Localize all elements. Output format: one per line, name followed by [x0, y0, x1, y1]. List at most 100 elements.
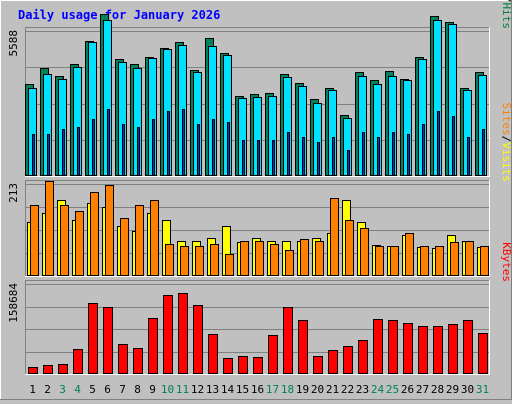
x-tick-label: 19: [296, 383, 309, 396]
x-tick-label: 4: [74, 383, 81, 396]
bar-kbytes: [58, 364, 68, 374]
bar-sites: [435, 246, 444, 276]
bar-kbytes: [43, 365, 53, 374]
bar-kbytes: [268, 335, 278, 374]
bar-pages: [167, 111, 170, 176]
bar-sites: [480, 246, 489, 276]
bar-kbytes: [283, 307, 293, 374]
x-tick-label: 7: [119, 383, 126, 396]
legend-separator: /: [500, 0, 512, 3]
bar-kbytes: [358, 340, 368, 374]
bar-kbytes: [208, 334, 218, 374]
bar-kbytes: [463, 320, 473, 374]
legend-separator: /: [500, 136, 512, 143]
bar-sites: [210, 244, 219, 276]
x-tick-label: 15: [236, 383, 249, 396]
x-tick-label: 18: [281, 383, 294, 396]
x-tick-label: 22: [341, 383, 354, 396]
bar-sites: [375, 246, 384, 276]
legend: Sites/Visits: [500, 103, 512, 183]
bar-sites: [345, 220, 354, 276]
bar-kbytes: [343, 346, 353, 374]
bar-sites: [120, 218, 129, 276]
bar-kbytes: [88, 303, 98, 374]
legend-sites: Sites: [500, 103, 512, 136]
legend-hits: Hits: [500, 3, 512, 30]
panel-hits: 5588 Pages/Files/Hits: [7, 0, 512, 177]
bar-pages: [257, 140, 260, 176]
x-tick-label: 9: [149, 383, 156, 396]
bar-sites: [225, 254, 234, 276]
bar-pages: [362, 132, 365, 176]
axis-max-label: 158684: [7, 283, 20, 323]
bar-sites: [240, 241, 249, 276]
bar-kbytes: [328, 350, 338, 374]
axis-max-label: 5588: [7, 30, 20, 57]
bar-kbytes: [223, 358, 233, 374]
bar-sites: [420, 246, 429, 276]
bar-pages: [62, 129, 65, 176]
chart-title: Daily usage for January 2026: [18, 8, 220, 22]
bar-sites: [300, 239, 309, 276]
bar-sites: [315, 241, 324, 276]
bar-pages: [227, 122, 230, 176]
bar-kbytes: [178, 293, 188, 374]
x-tick-label: 25: [386, 383, 399, 396]
bar-kbytes: [448, 324, 458, 374]
legend-kbytes: KBytes: [500, 242, 512, 282]
bar-pages: [152, 119, 155, 176]
x-tick-label: 29: [446, 383, 459, 396]
x-tick-label: 10: [161, 383, 174, 396]
bar-kbytes: [403, 323, 413, 374]
bar-sites: [180, 246, 189, 276]
bar-pages: [47, 134, 50, 176]
bar-sites: [45, 181, 54, 276]
bar-pages: [77, 127, 80, 176]
x-tick-label: 27: [416, 383, 429, 396]
bar-pages: [212, 119, 215, 176]
x-tick-label: 30: [461, 383, 474, 396]
bar-pages: [332, 137, 335, 176]
bar-kbytes: [388, 320, 398, 374]
bar-kbytes: [238, 356, 248, 374]
x-tick-label: 5: [89, 383, 96, 396]
bar-sites: [255, 241, 264, 276]
bar-sites: [90, 192, 99, 276]
legend: KBytes: [500, 242, 512, 282]
bar-sites: [60, 205, 69, 276]
x-tick-label: 17: [266, 383, 279, 396]
bar-pages: [287, 132, 290, 176]
bar-kbytes: [418, 326, 428, 374]
bar-kbytes: [478, 333, 488, 374]
bar-kbytes: [433, 326, 443, 374]
bar-sites: [135, 205, 144, 276]
bar-kbytes: [313, 356, 323, 374]
x-tick-label: 21: [326, 383, 339, 396]
bar-kbytes: [148, 318, 158, 374]
bar-pages: [107, 109, 110, 176]
bar-pages: [302, 137, 305, 176]
bar-sites: [150, 200, 159, 276]
x-tick-label: 31: [476, 383, 489, 396]
bar-pages: [347, 150, 350, 176]
bar-pages: [272, 140, 275, 176]
bar-kbytes: [103, 307, 113, 374]
bar-sites: [165, 244, 174, 276]
bar-sites: [195, 246, 204, 276]
bar-pages: [317, 142, 320, 176]
x-tick-label: 24: [371, 383, 385, 396]
x-tick-label: 8: [134, 383, 141, 396]
bar-pages: [242, 140, 245, 176]
x-tick-label: 1: [29, 383, 36, 396]
bar-pages: [392, 132, 395, 176]
bar-pages: [407, 134, 410, 176]
bar-kbytes: [133, 348, 143, 374]
bar-sites: [360, 228, 369, 276]
legend-visits: Visits: [500, 142, 512, 182]
x-tick-label: 6: [104, 383, 111, 396]
bar-pages: [182, 109, 185, 176]
x-tick-label: 23: [356, 383, 369, 396]
bar-pages: [452, 116, 455, 176]
bar-kbytes: [163, 295, 173, 374]
